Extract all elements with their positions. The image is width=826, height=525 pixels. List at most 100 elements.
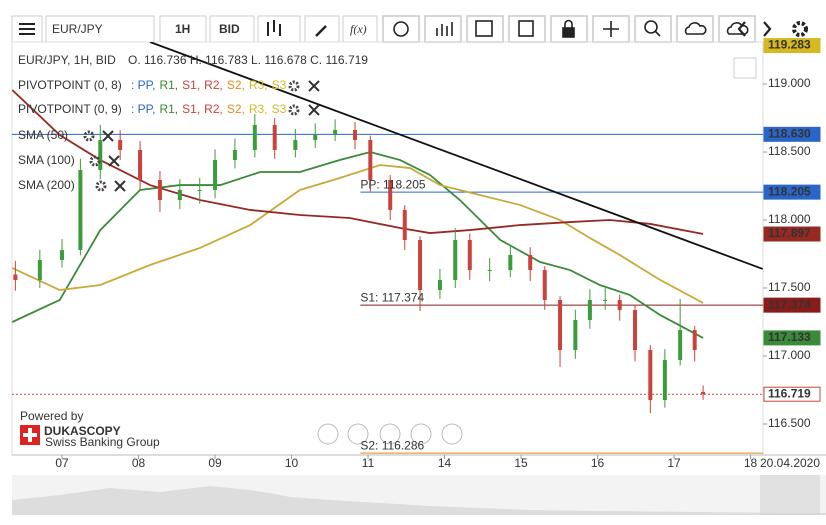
candle-body: [138, 149, 143, 181]
candle-body: [487, 270, 492, 272]
legend-ohlc: O. 116.736 H. 116.783 L. 116.678 C. 116.…: [128, 53, 368, 67]
period: 1H: [175, 22, 190, 36]
reset[interactable]: [379, 423, 401, 445]
remove-icon[interactable]: [308, 104, 320, 116]
price-tag: [763, 184, 821, 200]
instrument-input[interactable]: [45, 15, 155, 43]
zoom-icon: [644, 20, 658, 34]
candle-body: [558, 299, 563, 351]
date-label: 20.04.2020: [760, 456, 820, 470]
x-tick-label: 18: [744, 456, 758, 470]
x-tick-label: 07: [55, 456, 69, 470]
candle-body: [542, 270, 547, 300]
legend-item: R3,: [249, 102, 268, 116]
legend-name: PIVOTPOINT (0, 9): [18, 102, 122, 116]
download-button[interactable]: [718, 15, 756, 43]
candle-body: [528, 254, 533, 271]
period-button[interactable]: [159, 15, 207, 43]
chart-type-icon: [267, 20, 281, 36]
zoom-in[interactable]: [410, 423, 432, 445]
price-tag-label: 118.630: [768, 127, 811, 141]
remove-icon[interactable]: [102, 130, 114, 142]
upload-button[interactable]: [676, 15, 714, 43]
candle-body: [418, 240, 423, 291]
settings-icon[interactable]: [288, 104, 300, 116]
x-tick-label: 15: [514, 456, 528, 470]
sma-line: [12, 89, 704, 235]
candle-body: [232, 149, 237, 161]
powered-by: Powered by: [20, 409, 83, 423]
settings-icon[interactable]: [89, 155, 101, 167]
x-tick-label: 08: [132, 456, 146, 470]
settings-icon[interactable]: [95, 180, 107, 192]
lock-shackle: [564, 19, 573, 28]
candle-body: [603, 299, 608, 301]
candle-body: [78, 169, 83, 251]
zoom-button[interactable]: [634, 15, 672, 43]
zoom-handle: [654, 30, 661, 37]
legend-item: S3: [272, 102, 287, 116]
download-icon: [726, 22, 749, 35]
popout-button[interactable]: [733, 57, 757, 79]
pivot-label: S2: 116.286: [360, 438, 424, 452]
candle-body: [37, 259, 42, 280]
x-tick-label: 09: [208, 456, 222, 470]
price-tag-label: 117.374: [768, 297, 811, 311]
zoom-out[interactable]: [347, 423, 369, 445]
settings-button[interactable]: [792, 21, 808, 37]
scroll-left[interactable]: [317, 423, 339, 445]
news-button[interactable]: [508, 15, 546, 43]
candle-body: [508, 254, 513, 271]
lock-icon: [562, 27, 575, 38]
y-tick-label: 118.000: [768, 212, 811, 226]
candle-body: [293, 140, 298, 150]
x-tick-label: 17: [667, 456, 681, 470]
legend-title: EUR/JPY, 1H, BID: [18, 53, 116, 67]
y-tick-label: 116.500: [768, 416, 811, 430]
candle-body: [453, 240, 458, 280]
remove-icon[interactable]: [114, 180, 126, 192]
settings-icon[interactable]: [83, 130, 95, 142]
candle-body: [467, 240, 472, 271]
x-tick-label: 16: [591, 456, 605, 470]
crosshair-icon: [603, 21, 619, 37]
news-icon: [518, 20, 534, 37]
candle-body: [333, 129, 338, 136]
calendar-button[interactable]: [466, 15, 504, 43]
price-tag-label: 116.719: [768, 386, 811, 400]
candle-body: [197, 189, 202, 191]
scroll-right[interactable]: [441, 423, 463, 445]
price-tag: [763, 126, 821, 142]
next-button[interactable]: [763, 21, 772, 37]
remove-icon[interactable]: [108, 155, 120, 167]
volume-button[interactable]: [424, 15, 462, 43]
candle-body: [313, 135, 318, 141]
formula-button[interactable]: [342, 15, 378, 43]
y-tick-label: 118.500: [768, 144, 811, 158]
logo-cross: [23, 428, 37, 442]
candle-body: [617, 299, 622, 311]
candle-body: [587, 299, 592, 320]
candle-body: [252, 124, 257, 150]
prev-button[interactable]: [737, 21, 746, 37]
info-button[interactable]: [382, 15, 420, 43]
legend-entry: SMA (100): [18, 153, 75, 167]
remove-icon[interactable]: [308, 80, 320, 92]
toolbar: EUR/JPY 1H BID f(x): [11, 15, 808, 43]
x-tick-label: 11: [362, 456, 375, 470]
candle-body: [678, 330, 683, 360]
price-tag-label: 117.133: [768, 330, 811, 344]
draw-icon: [315, 25, 327, 37]
instrument: EUR/JPY: [52, 22, 103, 36]
legend-item: : PP,: [131, 102, 155, 116]
legend-entry: SMA (50): [18, 128, 68, 142]
price-tag-label: 118.205: [768, 184, 811, 198]
navigator-window[interactable]: [760, 475, 820, 515]
navigator: [12, 475, 826, 515]
candle-body: [13, 274, 18, 280]
volume-icon: [436, 22, 453, 36]
settings-icon[interactable]: [288, 80, 300, 92]
y-tick-label: 119.000: [768, 76, 811, 90]
legend-item: : PP,: [131, 78, 155, 92]
